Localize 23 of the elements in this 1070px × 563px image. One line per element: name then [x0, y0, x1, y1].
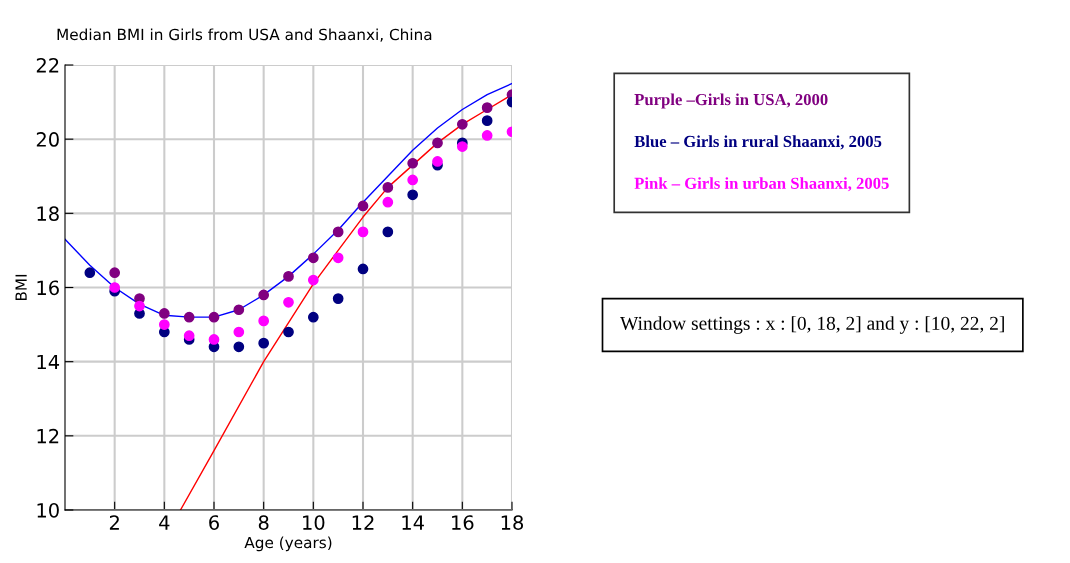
y-tick-label: 22 — [36, 57, 59, 73]
y-tick-label: 14 — [37, 354, 60, 370]
x-axis-title: Age (years) — [244, 536, 332, 552]
x-tick-label: 4 — [159, 515, 170, 530]
chart-title: Median BMI in Girls from USA and Shaanxi, China — [57, 28, 432, 42]
text: Blue – Girls in rural Shaanxi, 2005 — [634, 135, 882, 150]
x-tick-label: 14 — [402, 515, 424, 530]
x-tick-label: 2 — [109, 515, 119, 530]
text: Purple –Girls in USA, 2000 — [634, 93, 828, 109]
x-tick-label: 12 — [352, 515, 374, 530]
y-axis-title: BMI — [15, 274, 27, 301]
y-tick-label: 16 — [37, 280, 59, 296]
y-tick-label: 12 — [37, 428, 59, 444]
x-tick-label: 16 — [452, 515, 474, 530]
x-tick-label: 8 — [258, 515, 269, 530]
x-tick-label: 18 — [501, 515, 524, 530]
y-tick-label: 20 — [36, 132, 59, 147]
text: Window settings : x : [0, 18, 2] and y : [10, 22, 2] — [620, 316, 1004, 334]
y-tick-label: 18 — [37, 206, 59, 221]
x-tick-label: 6 — [209, 515, 219, 530]
y-tick-label: 10 — [37, 502, 59, 518]
text: Pink – Girls in urban Shaanxi, 2005 — [634, 177, 889, 192]
x-tick-label: 10 — [303, 515, 325, 530]
